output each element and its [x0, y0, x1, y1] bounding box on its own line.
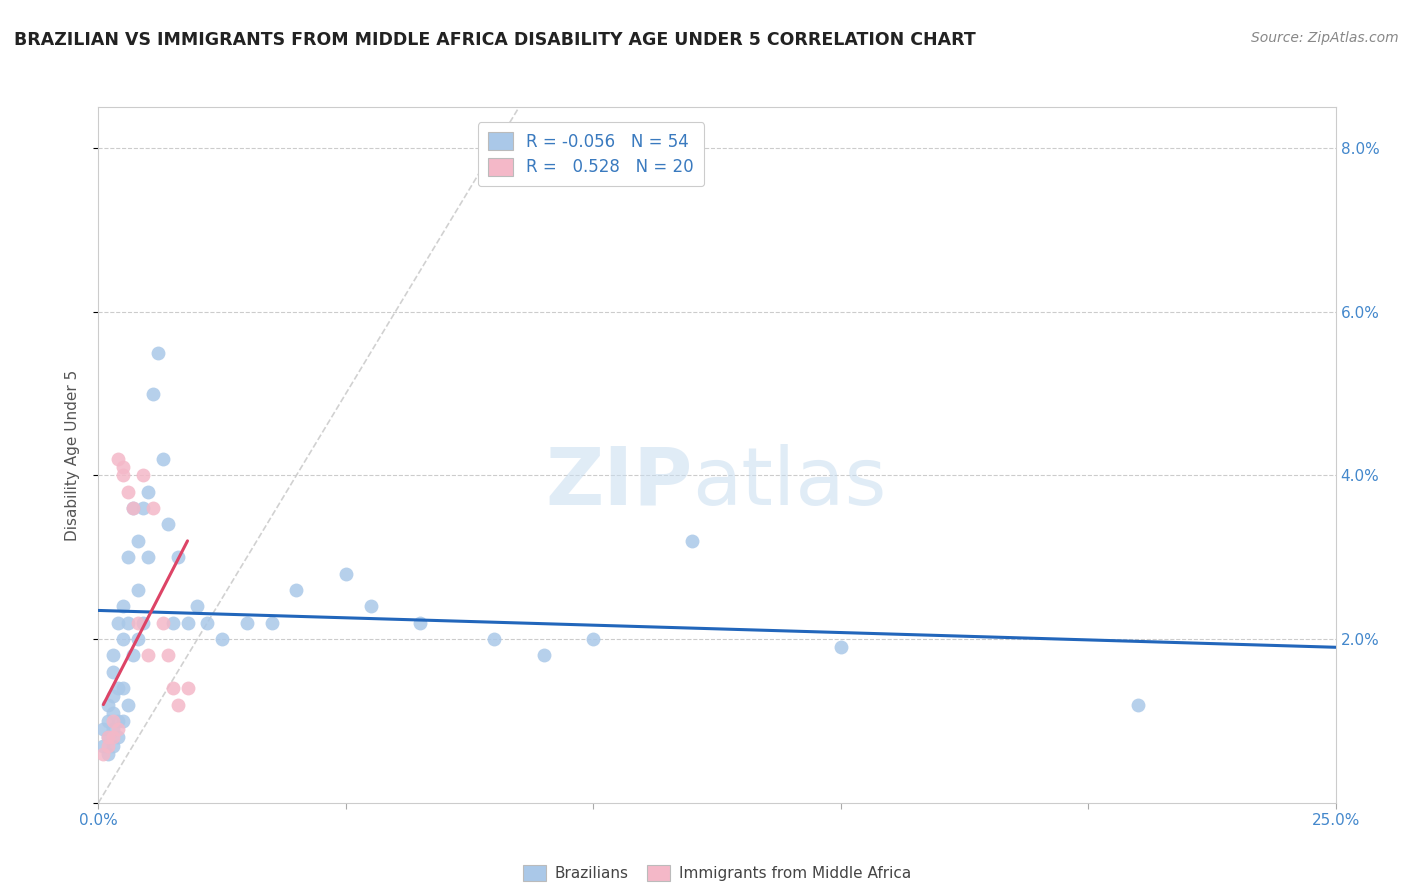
Point	[127, 632, 149, 646]
Point	[103, 690, 125, 704]
Point	[142, 386, 165, 401]
Point	[112, 468, 135, 483]
Point	[107, 452, 129, 467]
Point	[186, 599, 208, 614]
Point	[166, 550, 188, 565]
Y-axis label: Disability Age Under 5: Disability Age Under 5	[65, 369, 80, 541]
Text: atlas: atlas	[692, 443, 887, 522]
Point	[136, 648, 159, 663]
Point	[107, 681, 129, 696]
Point	[107, 714, 129, 728]
Point	[117, 484, 139, 499]
Point	[97, 731, 120, 745]
Point	[156, 648, 179, 663]
Point	[136, 484, 159, 499]
Point	[176, 615, 198, 630]
Point	[1126, 698, 1149, 712]
Point	[112, 681, 135, 696]
Point	[93, 739, 115, 753]
Point	[132, 501, 155, 516]
Point	[132, 615, 155, 630]
Point	[582, 632, 605, 646]
Point	[236, 615, 259, 630]
Point	[97, 698, 120, 712]
Point	[103, 648, 125, 663]
Point	[122, 648, 145, 663]
Point	[260, 615, 283, 630]
Point	[162, 615, 184, 630]
Point	[127, 615, 149, 630]
Point	[122, 501, 145, 516]
Point	[93, 722, 115, 736]
Point	[166, 698, 188, 712]
Point	[136, 550, 159, 565]
Point	[211, 632, 233, 646]
Point	[112, 460, 135, 475]
Point	[484, 632, 506, 646]
Point	[117, 550, 139, 565]
Point	[97, 731, 120, 745]
Point	[97, 747, 120, 761]
Text: BRAZILIAN VS IMMIGRANTS FROM MIDDLE AFRICA DISABILITY AGE UNDER 5 CORRELATION CH: BRAZILIAN VS IMMIGRANTS FROM MIDDLE AFRI…	[14, 31, 976, 49]
Point	[176, 681, 198, 696]
Point	[830, 640, 852, 655]
Point	[533, 648, 555, 663]
Point	[103, 731, 125, 745]
Point	[195, 615, 218, 630]
Point	[285, 582, 308, 597]
Point	[107, 731, 129, 745]
Point	[103, 706, 125, 720]
Point	[107, 722, 129, 736]
Point	[142, 501, 165, 516]
Point	[117, 615, 139, 630]
Point	[127, 582, 149, 597]
Text: ZIP: ZIP	[546, 443, 692, 522]
Point	[112, 632, 135, 646]
Point	[335, 566, 357, 581]
Point	[152, 615, 174, 630]
Point	[103, 722, 125, 736]
Point	[132, 468, 155, 483]
Point	[112, 714, 135, 728]
Point	[97, 739, 120, 753]
Point	[122, 501, 145, 516]
Text: Source: ZipAtlas.com: Source: ZipAtlas.com	[1251, 31, 1399, 45]
Point	[409, 615, 432, 630]
Point	[97, 714, 120, 728]
Point	[681, 533, 703, 548]
Point	[162, 681, 184, 696]
Point	[117, 698, 139, 712]
Point	[107, 615, 129, 630]
Point	[103, 665, 125, 679]
Point	[103, 739, 125, 753]
Point	[93, 747, 115, 761]
Point	[360, 599, 382, 614]
Point	[103, 714, 125, 728]
Point	[146, 345, 169, 359]
Legend: Brazilians, Immigrants from Middle Africa: Brazilians, Immigrants from Middle Afric…	[516, 859, 918, 888]
Point	[127, 533, 149, 548]
Point	[156, 517, 179, 532]
Point	[112, 599, 135, 614]
Point	[152, 452, 174, 467]
